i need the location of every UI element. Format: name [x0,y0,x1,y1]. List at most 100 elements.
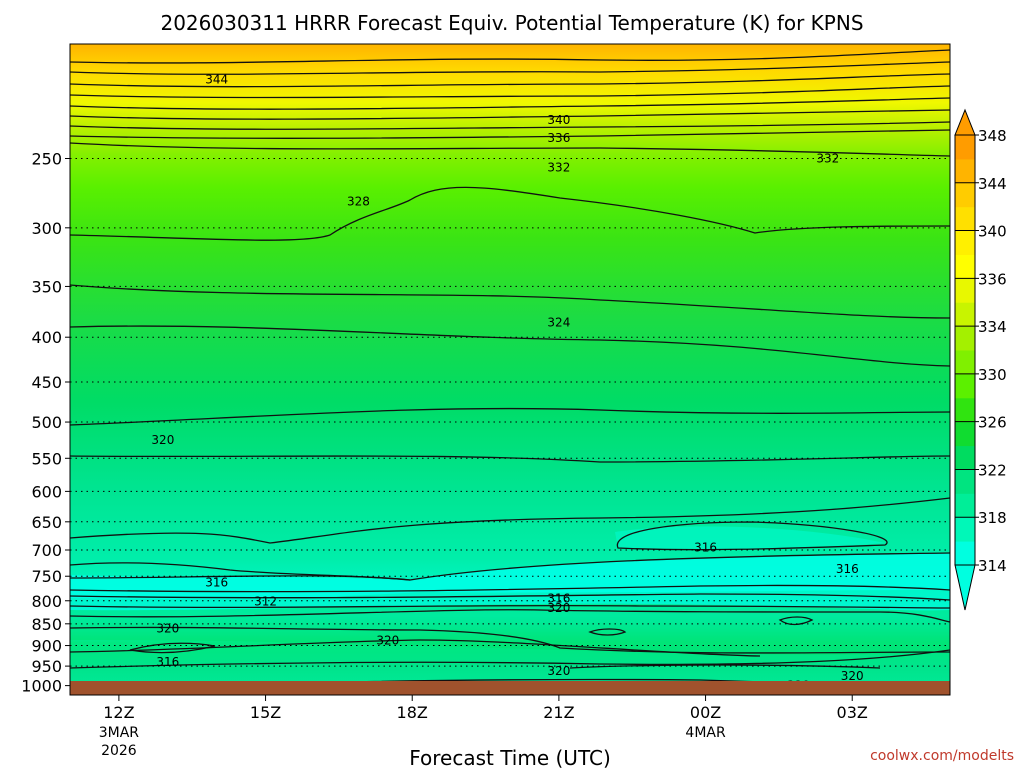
contour-line [69,49,951,64]
x-axis-label: Forecast Time (UTC) [409,746,611,768]
y-tick-label: 300 [31,219,62,238]
colorbar-segment [955,517,975,542]
colorbar-segment [955,541,975,566]
colorbar-segment [955,278,975,303]
contour-lines [69,49,951,689]
y-tick-label: 900 [31,637,62,656]
contour-line [129,642,216,654]
colorbar-top-arrow [954,108,976,136]
contour-label-text: 344 [205,72,228,86]
colorbar-segment [955,135,975,160]
contour-line [69,626,951,654]
contour-line [69,61,951,75]
contour-label: 344 [205,72,228,86]
y-tick-label: 1000 [21,677,62,696]
contour-label-text: 328 [347,195,370,209]
x-tick-label: 18Z [397,703,428,722]
contour-label: 316 [836,562,859,576]
contour-label-text: 332 [816,151,839,165]
colorbar-segment [955,445,975,470]
colorbar-label: 344 [978,175,1007,193]
y-tick-label: 250 [31,149,62,168]
contour-label: 312 [254,595,277,609]
contour-label: 320 [151,433,174,447]
y-tick-label: 750 [31,567,62,586]
colorbar-segment [955,397,975,423]
colorbar-segment [955,469,975,494]
y-tick-label: 350 [31,277,62,296]
y-tick-label: 550 [31,449,62,468]
y-axis: 250 300 350 400 450 500 550 600 650 700 750 800 850 9… [21,149,70,696]
colorbar-label: 314 [978,557,1007,575]
contour-label: 316 [205,575,228,589]
contour-line [69,497,951,544]
colorbar-label: 318 [978,509,1007,527]
contour-line [69,129,951,139]
colorbar-label: 330 [978,366,1007,384]
x-tick-date: 3MAR [99,725,140,741]
contour-label: 332 [816,151,839,165]
colorbar-segment [955,182,975,208]
contour-line [69,121,951,130]
x-tick-date: 4MAR [685,725,726,741]
contour-label-text: 340 [547,113,570,127]
contour-line [69,186,951,241]
contour-label: 320 [547,664,570,678]
colorbar-segment [955,326,975,351]
contour-line [69,609,951,623]
contour-label: 316 [694,540,717,554]
moist-low-layer [70,603,950,655]
contour-line [69,639,761,657]
colorbar-segment [955,230,975,255]
y-tick-label: 650 [31,513,62,532]
contour-label-text: 320 [547,664,570,678]
contour-label: 324 [547,316,570,330]
contour-label: 320 [376,633,399,647]
contour-label-text: 320 [376,633,399,647]
x-tick-label: 12Z [103,703,134,722]
contour-label-text: 316 [694,540,717,554]
contour-line [588,628,627,636]
contour-line [69,649,951,669]
x-tick-label: 21Z [543,703,574,722]
contour-label: 336 [547,131,570,145]
colorbar-segment [955,254,975,279]
contour-label-text: 312 [254,595,277,609]
contour-label-text: 336 [547,131,570,145]
contour-line [69,97,951,110]
colorbar-bottom-arrow [954,564,976,611]
contour-line [69,407,951,426]
contour-label: 328 [347,195,370,209]
contour-label-text: 316 [836,562,859,576]
contour-label-text: 320 [547,601,570,615]
colorbar-segment [955,302,975,327]
contour-line [616,521,888,551]
colorbar-label: 340 [978,223,1007,241]
colorbar-segment [955,206,975,232]
chart-title: 2026030311 HRRR Forecast Equiv. Potentia… [160,11,863,35]
colorbar-label: 326 [978,414,1007,432]
y-tick-label: 850 [31,615,62,634]
contour-label-text: 332 [547,161,570,175]
y-tick-label: 400 [31,328,62,347]
colorbar-segment [955,421,975,447]
contour-line [69,455,951,463]
y-tick-label: 700 [31,541,62,560]
x-axis: 12Z 3MAR 2026 15Z 18Z 21Z 00Z 4MAR 03Z [99,695,868,759]
colorbar-segment [955,158,975,184]
contour-line [69,73,951,88]
colorbar-label: 334 [978,318,1007,336]
contour-label-text: 320 [156,621,179,635]
contour-line [569,664,881,669]
x-tick-label: 15Z [250,703,281,722]
cyan-shallow-pocket [615,526,885,551]
contour-line [69,604,951,609]
contour-label: 316 [547,591,570,605]
colorbar: 314 318 322 326 330 334 336 340 344 348 [954,108,1007,611]
contour-label-text: 316 [547,591,570,605]
contour-label-text: 316 [205,575,228,589]
contour-line [69,325,951,367]
contour-label-text: 324 [547,316,570,330]
